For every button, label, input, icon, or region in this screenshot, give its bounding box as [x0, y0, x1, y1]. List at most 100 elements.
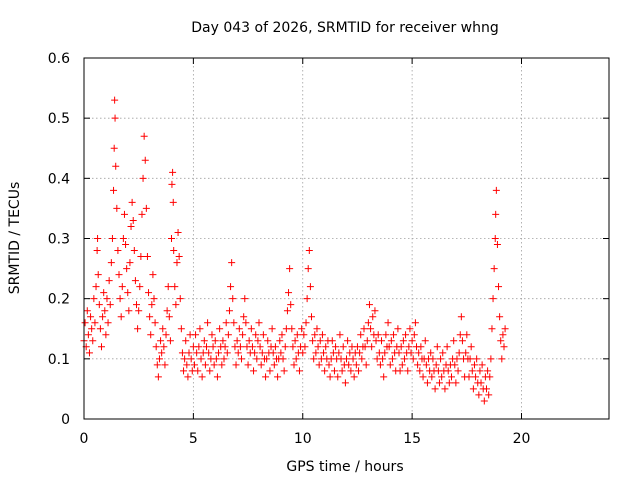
data-point [476, 367, 484, 375]
data-point [381, 349, 389, 357]
data-point [142, 204, 150, 212]
data-point [276, 337, 284, 345]
data-point [271, 343, 279, 351]
data-point [254, 337, 262, 345]
data-point [378, 337, 385, 345]
data-point [303, 295, 311, 303]
data-point [363, 337, 371, 345]
data-point [379, 355, 387, 363]
data-point [334, 373, 342, 381]
data-point [187, 355, 195, 363]
data-point [463, 331, 471, 339]
data-point [145, 289, 153, 297]
data-point [250, 367, 258, 375]
data-point [453, 355, 461, 363]
data-point [105, 277, 113, 285]
data-point [238, 355, 245, 363]
data-point [198, 373, 206, 381]
data-point [215, 349, 223, 357]
data-point [287, 301, 295, 309]
data-point [220, 355, 228, 363]
data-point [386, 361, 394, 369]
data-point [336, 331, 344, 339]
data-point [190, 361, 198, 369]
data-point [320, 349, 328, 357]
data-point [326, 373, 334, 381]
data-point [279, 355, 287, 363]
data-point [104, 319, 112, 327]
data-point [480, 397, 488, 405]
data-point [130, 247, 138, 255]
data-point [196, 325, 204, 333]
data-point [388, 355, 396, 363]
data-point [92, 283, 100, 291]
data-point [103, 295, 111, 303]
data-point [143, 253, 151, 261]
data-point [308, 313, 315, 321]
data-point [402, 331, 410, 339]
data-point [264, 337, 272, 345]
data-point [212, 355, 220, 363]
data-point [242, 319, 250, 327]
data-point [475, 391, 483, 399]
data-point [239, 331, 247, 339]
data-point [315, 361, 323, 369]
data-point [431, 385, 439, 393]
data-point [445, 379, 453, 387]
data-point [136, 283, 144, 291]
data-point [134, 325, 142, 333]
data-point [318, 331, 326, 339]
data-point [98, 343, 105, 351]
data-point [193, 349, 201, 357]
data-point [374, 331, 382, 339]
data-point [493, 241, 501, 249]
data-point [163, 307, 171, 315]
data-point [182, 337, 190, 345]
data-point [113, 204, 121, 212]
data-point [266, 367, 274, 375]
data-point [339, 343, 347, 351]
data-point [219, 337, 227, 345]
data-point [492, 186, 500, 194]
data-point [141, 156, 149, 164]
data-point [390, 331, 398, 339]
data-point [262, 373, 270, 381]
data-point [137, 253, 145, 261]
data-point [399, 337, 407, 345]
data-point [295, 367, 303, 375]
data-point [252, 331, 260, 339]
data-point [443, 343, 451, 351]
data-point [256, 343, 264, 351]
data-point [119, 235, 127, 242]
data-point [312, 349, 320, 357]
data-point [448, 373, 455, 381]
data-point [95, 301, 103, 309]
y-axis-label: SRMTID / TECUs [7, 182, 23, 295]
data-point [367, 325, 375, 333]
tick-labels: 0 5 10 15 20 0 0.1 0.2 0.3 0.4 0.5 0.6 [48, 51, 531, 447]
data-point [483, 385, 490, 393]
data-point [283, 307, 291, 315]
data-point [93, 247, 101, 255]
data-point [255, 319, 263, 327]
data-point [236, 343, 244, 351]
data-point [498, 355, 506, 363]
data-point [435, 379, 443, 387]
data-point [301, 343, 309, 351]
data-point [433, 343, 441, 351]
data-point [192, 331, 200, 339]
data-point [361, 343, 369, 351]
data-point [126, 259, 134, 267]
data-point [432, 361, 440, 369]
data-point [285, 289, 293, 297]
data-point [472, 373, 480, 381]
data-point [462, 349, 470, 357]
data-point [185, 349, 193, 357]
data-point [123, 265, 131, 273]
data-point [299, 349, 307, 357]
data-point [416, 367, 424, 375]
data-point [458, 337, 466, 345]
data-point [128, 198, 136, 206]
data-point [194, 367, 202, 375]
data-point [268, 325, 276, 333]
